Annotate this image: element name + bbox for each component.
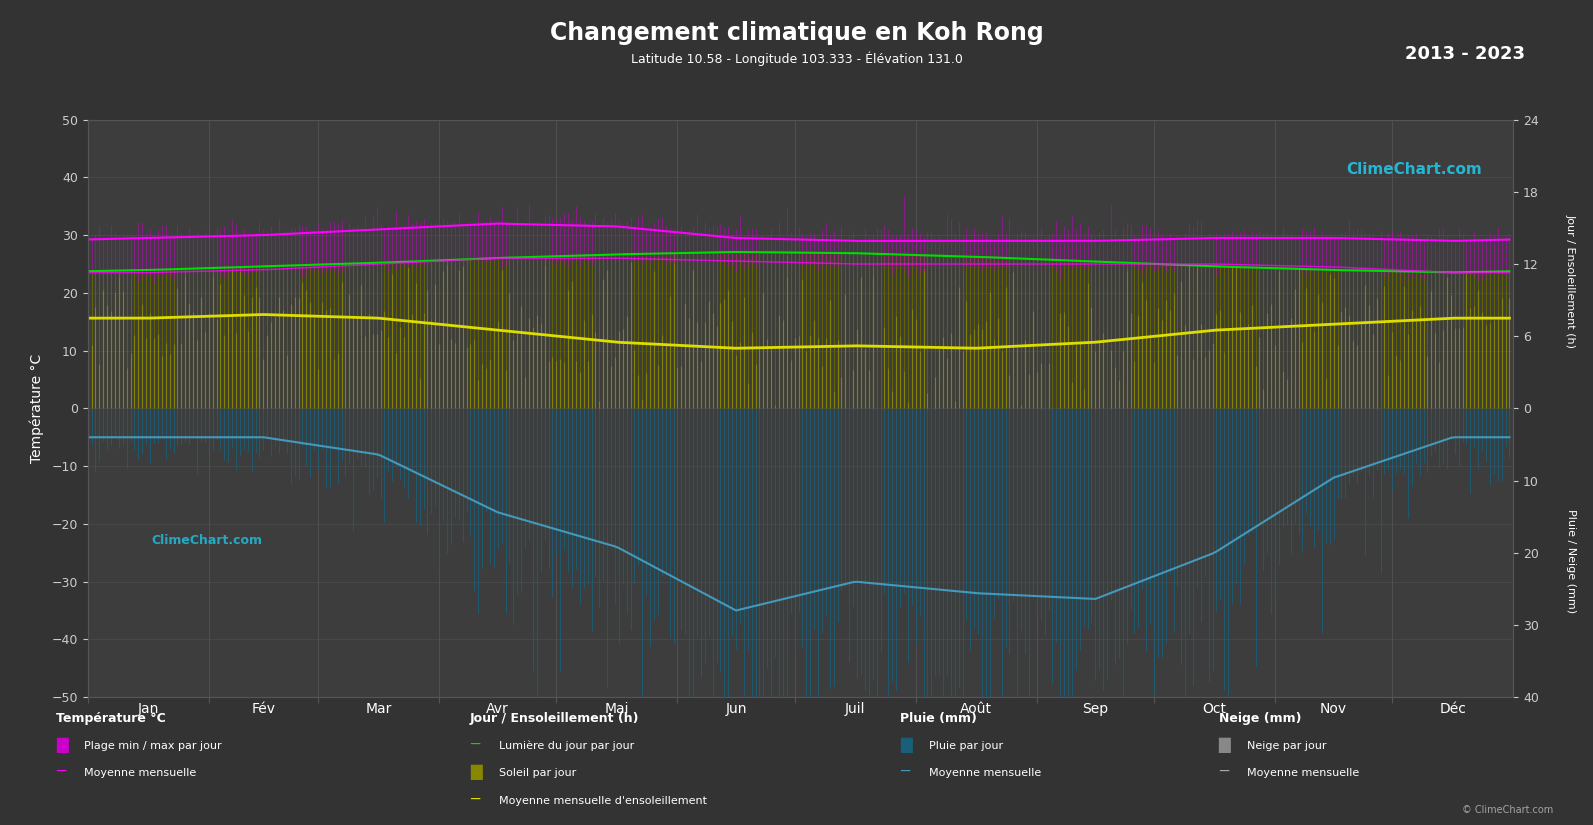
Text: Moyenne mensuelle: Moyenne mensuelle xyxy=(84,768,196,778)
Text: ClimeChart.com: ClimeChart.com xyxy=(151,534,263,547)
Text: Pluie (mm): Pluie (mm) xyxy=(900,712,977,725)
Text: Pluie / Neige (mm): Pluie / Neige (mm) xyxy=(1566,509,1575,613)
Text: ─: ─ xyxy=(1219,764,1228,780)
Text: Neige par jour: Neige par jour xyxy=(1247,741,1327,751)
Text: ─: ─ xyxy=(470,791,479,807)
Text: Moyenne mensuelle: Moyenne mensuelle xyxy=(1247,768,1359,778)
Text: █: █ xyxy=(900,738,911,753)
Text: Pluie par jour: Pluie par jour xyxy=(929,741,1004,751)
Text: ─: ─ xyxy=(900,764,910,780)
Text: Latitude 10.58 - Longitude 103.333 - Élévation 131.0: Latitude 10.58 - Longitude 103.333 - Élé… xyxy=(631,51,962,66)
Text: Soleil par jour: Soleil par jour xyxy=(499,768,575,778)
Text: Moyenne mensuelle: Moyenne mensuelle xyxy=(929,768,1040,778)
Text: Jour / Ensoleillement (h): Jour / Ensoleillement (h) xyxy=(470,712,639,725)
Text: ClimeChart.com: ClimeChart.com xyxy=(1346,162,1481,177)
Text: Température °C: Température °C xyxy=(56,712,166,725)
Text: Plage min / max par jour: Plage min / max par jour xyxy=(84,741,221,751)
Text: █: █ xyxy=(56,738,67,753)
Text: © ClimeChart.com: © ClimeChart.com xyxy=(1462,805,1553,815)
Text: █: █ xyxy=(1219,738,1230,753)
Y-axis label: Température °C: Température °C xyxy=(30,354,45,463)
Text: █: █ xyxy=(470,765,481,780)
Text: Changement climatique en Koh Rong: Changement climatique en Koh Rong xyxy=(550,21,1043,45)
Text: ─: ─ xyxy=(56,764,65,780)
Text: Lumière du jour par jour: Lumière du jour par jour xyxy=(499,741,634,751)
Text: Neige (mm): Neige (mm) xyxy=(1219,712,1301,725)
Text: Moyenne mensuelle d'ensoleillement: Moyenne mensuelle d'ensoleillement xyxy=(499,795,707,805)
Text: Jour / Ensoleillement (h): Jour / Ensoleillement (h) xyxy=(1566,214,1575,347)
Text: 2013 - 2023: 2013 - 2023 xyxy=(1405,45,1525,64)
Text: ─: ─ xyxy=(470,737,479,752)
